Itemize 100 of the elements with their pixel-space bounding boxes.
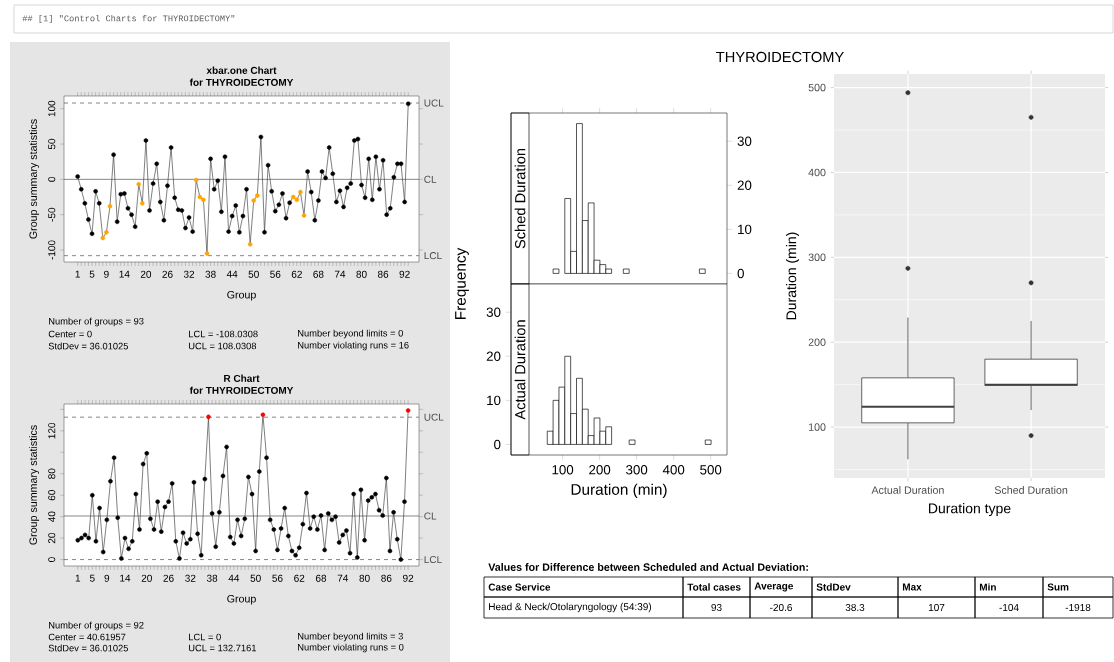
y-tick-label: 20 bbox=[737, 180, 752, 190]
y-tick-label: 40 bbox=[48, 511, 56, 522]
chart-title: THYROIDECTOMY bbox=[716, 51, 844, 63]
y-tick-label: 300 bbox=[808, 253, 826, 262]
y-axis-title: Frequency bbox=[455, 247, 469, 319]
y-axis-title: Group summary statistics bbox=[29, 425, 40, 545]
x-tick-label: 500 bbox=[700, 465, 722, 475]
x-tick-label: 26 bbox=[162, 270, 173, 278]
ref-line-label: CL bbox=[424, 175, 437, 183]
ref-line-label: CL bbox=[424, 512, 437, 520]
text: 93 bbox=[711, 603, 722, 612]
y-tick-label: 20 bbox=[486, 351, 501, 361]
x-tick-label: 74 bbox=[337, 574, 349, 582]
text: StdDev = 36.01025 bbox=[48, 644, 129, 652]
x-tick-label: 38 bbox=[206, 574, 218, 582]
x-tick-label: 9 bbox=[104, 574, 110, 582]
x-tick-label: 5 bbox=[89, 574, 95, 582]
y-axis-title: Group summary statistics bbox=[29, 119, 40, 239]
x-axis-title: Group bbox=[227, 594, 256, 605]
text: Min bbox=[979, 583, 996, 591]
text: LCL = 0 bbox=[189, 633, 221, 641]
x-tick-label: 44 bbox=[226, 270, 238, 278]
text: Number violating runs = 0 bbox=[298, 643, 404, 653]
text: Total cases bbox=[687, 583, 741, 591]
text: 107 bbox=[928, 603, 945, 612]
text: -20.6 bbox=[770, 603, 792, 612]
x-axis-title: Group bbox=[227, 290, 256, 301]
y-tick-label: 100 bbox=[808, 423, 826, 431]
x-tick-label: 38 bbox=[205, 270, 216, 278]
x-tick-label: 44 bbox=[228, 574, 240, 582]
chart-title: xbar.one Chart bbox=[206, 66, 277, 74]
text: Number of groups = 92 bbox=[49, 621, 144, 631]
text: UCL = 108.0308 bbox=[188, 342, 257, 350]
y-axis-title: Duration (min) bbox=[785, 232, 800, 320]
x-tick-label: 86 bbox=[381, 574, 392, 582]
x-tick-label: 92 bbox=[403, 574, 414, 582]
x-tick-label: 56 bbox=[272, 574, 283, 582]
ref-line-label: LCL bbox=[424, 556, 442, 564]
x-tick-label: 1 bbox=[75, 270, 80, 278]
x-tick-label: 100 bbox=[552, 465, 574, 475]
y-tick-label: 50 bbox=[48, 138, 56, 150]
text: Sum bbox=[1047, 583, 1069, 591]
text: StdDev bbox=[816, 583, 851, 591]
text: Average bbox=[754, 582, 794, 592]
y-tick-label: 10 bbox=[487, 395, 501, 406]
x-tick-label: 56 bbox=[270, 270, 281, 278]
text: ## [1] "Control Charts for THYROIDECTOMY" bbox=[22, 14, 235, 24]
y-tick-label: 30 bbox=[486, 307, 501, 317]
text: -1918 bbox=[1065, 603, 1091, 612]
y-tick-label: 120 bbox=[48, 422, 56, 439]
x-tick-label: 68 bbox=[313, 270, 324, 278]
x-tick-label: 80 bbox=[356, 270, 367, 278]
text: Center = 40.61957 bbox=[48, 633, 126, 641]
x-tick-label: 9 bbox=[104, 270, 109, 278]
x-tick-label: 50 bbox=[248, 270, 259, 278]
x-tick-label: 1 bbox=[75, 574, 81, 582]
y-tick-label: 30 bbox=[737, 136, 752, 146]
x-tick-label: 20 bbox=[141, 574, 152, 582]
text: Number of groups = 93 bbox=[49, 317, 144, 327]
x-tick-label: 92 bbox=[399, 270, 410, 278]
y-tick-label: 10 bbox=[738, 224, 752, 235]
text: Values for Difference between Scheduled and Actual Deviation: bbox=[488, 563, 808, 571]
y-tick-label: 0 bbox=[48, 557, 56, 562]
x-tick-label: 32 bbox=[185, 574, 196, 582]
y-tick-label: 0 bbox=[48, 176, 56, 182]
text: Case Service bbox=[488, 583, 551, 591]
chart-title: R Chart bbox=[224, 374, 260, 382]
y-tick-label: 400 bbox=[808, 168, 826, 177]
y-tick-label: -100 bbox=[48, 240, 56, 260]
text: Max bbox=[902, 583, 922, 591]
text: Head & Neck/Otolaryngology (54:39) bbox=[489, 602, 652, 613]
x-tick-label: 300 bbox=[626, 465, 648, 475]
chart-subtitle: for THYROIDECTOMY bbox=[189, 386, 294, 394]
y-tick-label: 0 bbox=[737, 268, 744, 279]
x-axis-title: Duration type bbox=[929, 503, 1011, 517]
ref-line-label: UCL bbox=[424, 99, 444, 107]
x-tick-label: 14 bbox=[120, 574, 131, 582]
y-tick-label: 0 bbox=[494, 439, 501, 450]
y-tick-label: -50 bbox=[48, 207, 56, 222]
text: Number beyond limits = 3 bbox=[298, 632, 403, 642]
x-tick-label: 5 bbox=[89, 270, 95, 278]
x-tick-label: 14 bbox=[119, 270, 130, 278]
chart-subtitle: for THYROIDECTOMY bbox=[189, 78, 294, 86]
y-tick-label: 500 bbox=[808, 83, 826, 92]
x-tick-label: 32 bbox=[183, 270, 195, 278]
y-tick-label: 100 bbox=[48, 100, 56, 117]
text: Center = 0 bbox=[48, 330, 92, 338]
ref-line-label: LCL bbox=[424, 252, 442, 260]
x-tick-label: 26 bbox=[163, 574, 174, 582]
x-tick-label: 20 bbox=[140, 270, 152, 278]
x-tick-label: 400 bbox=[662, 465, 685, 475]
x-tick-label: 68 bbox=[315, 574, 327, 582]
text: UCL = 132.7161 bbox=[188, 644, 257, 652]
x-tick-label: 74 bbox=[334, 270, 346, 278]
x-tick-label: 86 bbox=[377, 270, 389, 278]
x-tick-label: 200 bbox=[589, 465, 611, 475]
text: 38.3 bbox=[845, 603, 865, 612]
ref-line-label: UCL bbox=[424, 413, 444, 421]
text: -104 bbox=[999, 603, 1019, 612]
y-tick-label: 60 bbox=[48, 490, 56, 501]
